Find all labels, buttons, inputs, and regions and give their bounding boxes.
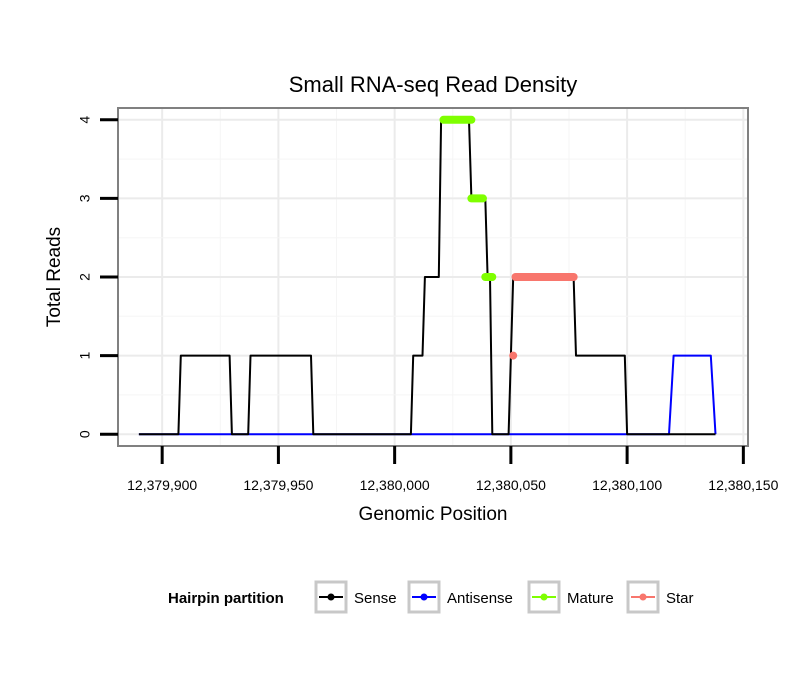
legend-item-antisense: Antisense [407, 580, 513, 614]
legend-key-point-star [639, 593, 647, 601]
legend-key-point-antisense [420, 593, 428, 601]
x-tick-label: 12,380,050 [476, 477, 546, 493]
legend-label-sense: Sense [354, 590, 397, 607]
series-layer [138, 115, 717, 436]
x-axis: 12,379,900 12,379,950 12,380,000 12,380,050… [127, 446, 779, 493]
legend-item-mature: Mature [527, 580, 614, 614]
y-tick-label: 4 [77, 116, 93, 124]
x-tick-label: 12,379,900 [127, 477, 197, 493]
legend-item-star: Star [626, 580, 694, 614]
legend-label-mature: Mature [567, 590, 614, 607]
x-axis-title: Genomic Position [359, 504, 508, 525]
x-tick-label: 12,379,950 [243, 477, 313, 493]
legend-title: Hairpin partition [168, 590, 284, 607]
legend-key-sense [314, 580, 348, 614]
series-star-point [509, 351, 518, 360]
y-tick-label: 2 [77, 273, 93, 281]
y-tick-label: 0 [77, 430, 93, 438]
y-tick-label: 1 [77, 352, 93, 360]
x-tick-label: 12,380,100 [592, 477, 662, 493]
legend-key-point-mature [540, 593, 548, 601]
legend-label-star: Star [666, 590, 694, 607]
legend-item-sense: Sense [314, 580, 397, 614]
legend-key-point-sense [327, 593, 335, 601]
y-tick-label: 3 [77, 194, 93, 202]
y-axis: 0 1 2 3 4 [77, 116, 118, 438]
chart-title: Small RNA-seq Read Density [289, 72, 578, 97]
x-tick-label: 12,380,000 [360, 477, 430, 493]
legend: Hairpin partition Sense Antisense Mature St… [168, 580, 694, 614]
legend-label-antisense: Antisense [447, 590, 513, 607]
y-axis-title: Total Reads [44, 227, 65, 327]
x-tick-label: 12,380,150 [708, 477, 778, 493]
